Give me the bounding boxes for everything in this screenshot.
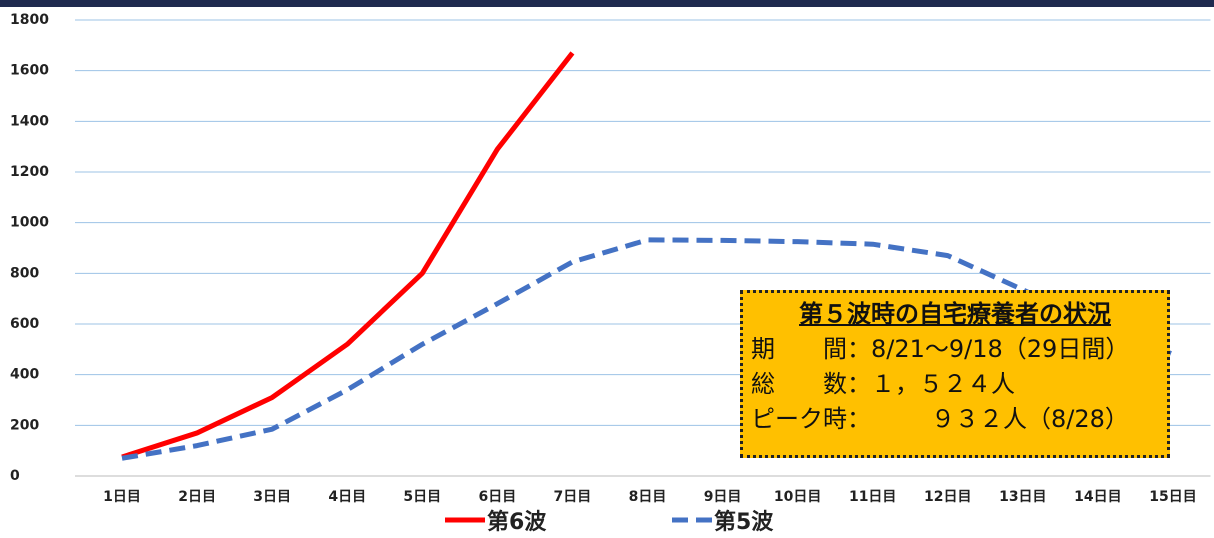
y-tick-label: 1000 xyxy=(10,215,49,231)
annotation-line: 期 間：8/21～9/18（29日間） xyxy=(751,335,1130,363)
x-tick-label: 12日目 xyxy=(924,489,971,505)
x-tick-label: 6日目 xyxy=(478,489,516,505)
annotation-box: 第５波時の自宅療養者の状況 期 間：8/21～9/18（29日間） 総 数：１，… xyxy=(740,290,1170,458)
x-tick-label: 7日目 xyxy=(554,489,592,505)
series-line xyxy=(121,51,575,460)
x-tick-label: 15日目 xyxy=(1149,489,1196,505)
x-tick-label: 5日目 xyxy=(403,489,441,505)
annotation-line: ピーク時： ９３２人（8/28） xyxy=(751,405,1129,433)
y-tick-label: 600 xyxy=(10,316,39,332)
x-tick-label: 13日目 xyxy=(999,489,1046,505)
y-tick-label: 1400 xyxy=(10,113,49,129)
y-tick-label: 1200 xyxy=(10,164,49,180)
x-tick-label: 10日目 xyxy=(774,489,821,505)
y-tick-label: 400 xyxy=(10,367,39,383)
annotation-line: 総 数：１，５２４人 xyxy=(751,370,1015,398)
x-tick-label: 14日目 xyxy=(1074,489,1121,505)
annotation-title: 第５波時の自宅療養者の状況 xyxy=(799,300,1111,328)
x-tick-label: 4日目 xyxy=(328,489,366,505)
x-tick-label: 2日目 xyxy=(178,489,216,505)
y-tick-label: 800 xyxy=(10,265,39,281)
x-tick-label: 8日目 xyxy=(629,489,667,505)
y-tick-label: 1800 xyxy=(10,12,49,28)
legend-text: 第6波 xyxy=(487,509,547,535)
y-tick-label: 1600 xyxy=(10,63,49,79)
x-tick-label: 9日目 xyxy=(704,489,742,505)
x-tick-label: 3日目 xyxy=(253,489,291,505)
series-line xyxy=(121,237,1174,461)
x-tick-label: 1日目 xyxy=(103,489,141,505)
x-tick-label: 11日目 xyxy=(849,489,896,505)
y-tick-label: 0 xyxy=(10,468,20,484)
y-tick-label: 200 xyxy=(10,417,39,433)
top-bar xyxy=(0,0,1214,7)
legend-text: 第5波 xyxy=(714,509,774,535)
